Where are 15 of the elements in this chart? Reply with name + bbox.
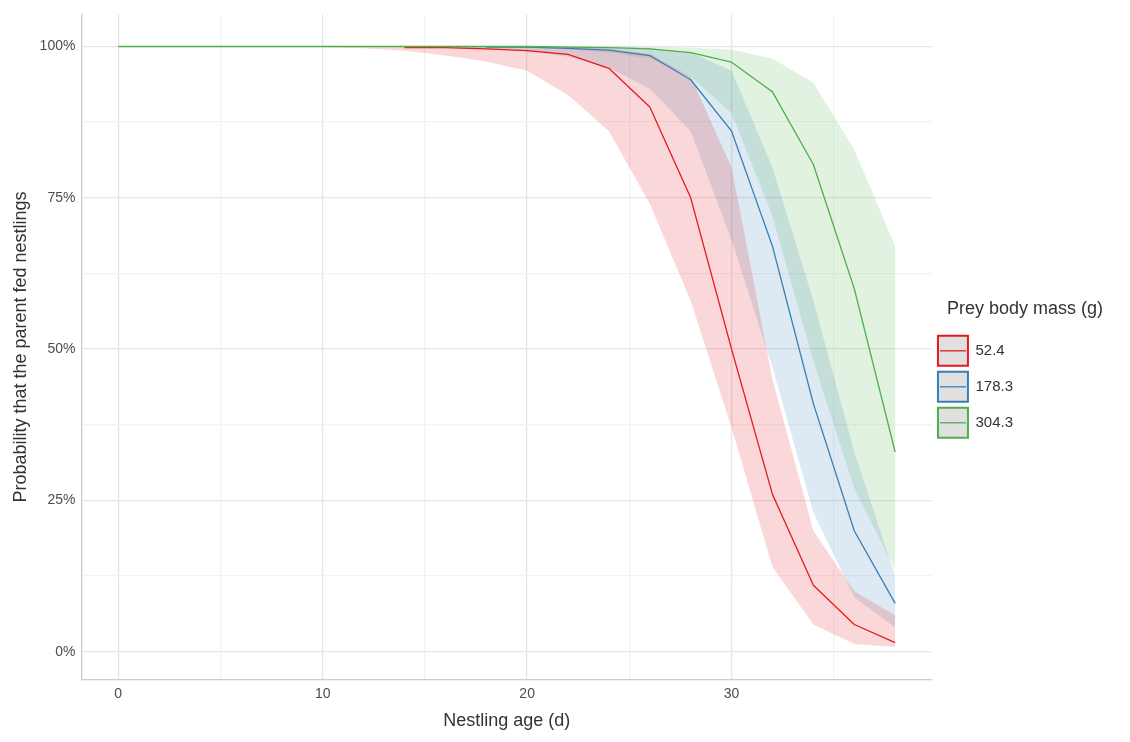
y-tick-label: 100% [39, 37, 76, 54]
x-axis-title: Nestling age (d) [443, 710, 571, 731]
legend-title: Prey body mass (g) [946, 298, 1104, 319]
y-tick-label: 50% [47, 339, 76, 356]
legend-label: 304.3 [975, 412, 1013, 430]
legend-label: 178.3 [975, 376, 1013, 394]
x-tick-label: 0 [114, 684, 123, 701]
x-tick-label: 10 [314, 684, 331, 701]
y-tick-label: 25% [47, 491, 76, 508]
legend-label: 52.4 [975, 340, 1005, 358]
y-tick-label: 75% [47, 188, 76, 205]
y-axis-title: Probability that the parent fed nestlings [9, 191, 30, 503]
x-tick-label: 20 [519, 684, 536, 701]
x-tick-label: 30 [723, 684, 740, 701]
y-tick-label: 0% [55, 642, 76, 659]
